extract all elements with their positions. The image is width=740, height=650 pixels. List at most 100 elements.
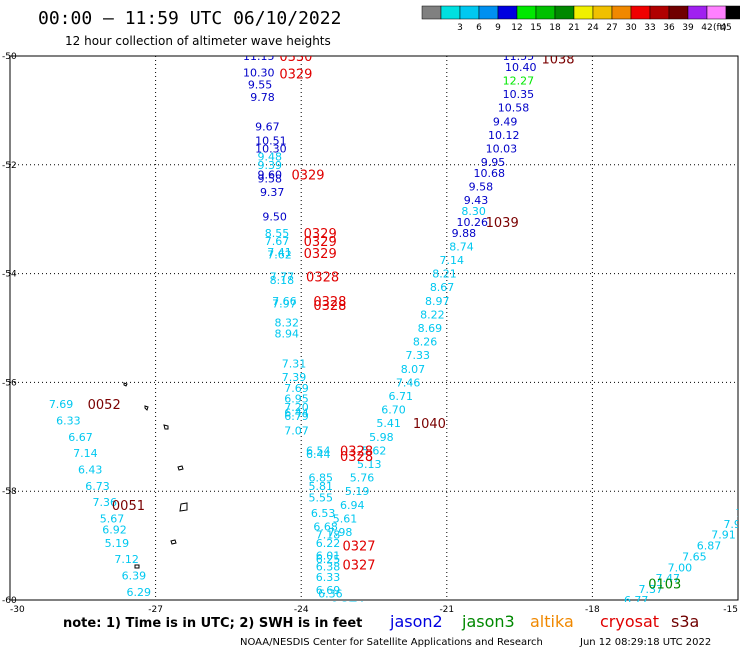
pass-time-labels: 0330032903290329032903290328032803280328… — [88, 53, 682, 593]
swh-value-label: 10.30 — [243, 66, 275, 79]
swh-value-label: 9.48 — [258, 151, 283, 164]
island-outline — [123, 382, 128, 387]
swh-value-label: 6.68 — [313, 521, 338, 534]
legend-bin-label: 6 — [476, 23, 482, 33]
swh-value-label: 7.69 — [49, 398, 74, 411]
x-tick-label: -15 — [723, 605, 738, 615]
legend-bin-label: 9 — [495, 23, 501, 33]
swh-value-label: 5.55 — [308, 492, 333, 505]
swh-value-label: 6.63 — [330, 599, 355, 612]
x-tick-label: -27 — [148, 605, 163, 615]
swh-value-label: 8.32 — [275, 317, 300, 330]
swh-value-label: 10.51 — [255, 134, 286, 147]
swh-value-label: 6.70 — [381, 404, 406, 417]
swh-value-label: 9.50 — [262, 210, 287, 223]
swh-value-label: 7.98 — [328, 526, 353, 539]
island-outline — [144, 405, 149, 411]
pass-time-label: 0328 — [313, 299, 346, 314]
swh-value-label: 8.69 — [418, 322, 443, 335]
swh-value-label: 8.21 — [432, 268, 457, 281]
pass-time-label: 0329 — [304, 227, 337, 242]
axis-tick-labels: -50 -52 -54 -56 -58 -60-30 -27 -24 -21 -18 -15 — [2, 52, 738, 615]
swh-value-label: 6.38 — [316, 560, 341, 573]
swh-value-label: 7.97 — [272, 298, 297, 311]
x-tick-label: -24 — [294, 605, 309, 615]
swh-value-label: 10.03 — [486, 142, 518, 155]
footer-note: note: 1) Time is in UTC; 2) SWH is in fe… — [63, 616, 362, 631]
swh-value-label: 7.69 — [284, 382, 309, 395]
swh-value-label: 5.62 — [362, 444, 387, 457]
pass-time-label: 0051 — [112, 499, 145, 514]
swh-value-label: 6.39 — [122, 570, 147, 583]
swh-value-label: 5.13 — [357, 458, 382, 471]
island-outline — [163, 424, 169, 430]
swh-value-label: 7.00 — [668, 561, 693, 574]
legend-swatch — [535, 5, 556, 20]
y-tick-label: -52 — [2, 161, 17, 171]
swh-value-label: 9.95 — [481, 156, 506, 169]
swh-value-label: 9.37 — [260, 186, 285, 199]
swh-value-label: 7.12 — [114, 553, 139, 566]
x-tick-label: -21 — [439, 605, 454, 615]
legend-bin-label: 24 — [587, 23, 599, 33]
pass-time-label: 0328 — [340, 444, 373, 459]
island-outline — [177, 465, 184, 471]
island-outline — [134, 564, 140, 569]
island-outline — [179, 502, 188, 512]
swh-value-label: 6.29 — [126, 586, 151, 599]
swh-value-label: 6.33 — [316, 571, 341, 584]
satellite-legend-cryosat: cryosat — [600, 612, 659, 631]
y-tick-label: -54 — [2, 270, 17, 280]
swh-value-label: 7.50 — [736, 507, 740, 520]
swh-value-label: 8.55 — [265, 227, 290, 240]
y-tick-label: -58 — [2, 487, 17, 497]
legend-swatch — [668, 5, 689, 20]
pass-time-label: 0329 — [304, 235, 337, 250]
swh-value-label: 6.54 — [306, 444, 331, 457]
y-tick-label: -50 — [2, 52, 17, 62]
satellite-legend: jason2 jason3 altika cryosat s3a — [389, 612, 699, 631]
swh-value-label: 9.60 — [258, 169, 283, 182]
chart-subtitle: 12 hour collection of altimeter wave hei… — [65, 34, 331, 48]
swh-value-label: 11.55 — [503, 50, 535, 63]
swh-value-label: 10.68 — [473, 167, 505, 180]
swh-value-label: 8.18 — [270, 274, 295, 287]
legend-swatch — [497, 5, 518, 20]
swh-value-label: 6.77 — [624, 594, 649, 607]
swh-value-label: 7.54 — [146, 635, 171, 648]
swh-value-label: 7.33 — [406, 349, 431, 362]
satellite-legend-jason3: jason3 — [461, 612, 515, 631]
swh-value-label: 7.20 — [284, 401, 309, 414]
pass-time-label: 0329 — [291, 169, 324, 184]
legend-bin-label: 12 — [511, 23, 522, 33]
swh-value-label: 6.25 — [316, 553, 341, 566]
swh-value-label: 9.49 — [493, 115, 518, 128]
swh-value-label: 7.18 — [316, 529, 341, 542]
legend-swatch — [440, 5, 461, 20]
swh-value-label: 10.58 — [498, 102, 530, 115]
legend-swatch — [592, 5, 613, 20]
swh-value-label: 9.88 — [452, 227, 477, 240]
legend-bin-label: 39 — [682, 23, 694, 33]
color-legend: 36912151821242730333639424570(ft) — [421, 5, 740, 33]
legend-swatch — [611, 5, 632, 20]
legend-bin-label: 3 — [457, 23, 463, 33]
swh-value-label: 6.87 — [697, 540, 722, 553]
swh-value-label: 5.41 — [376, 417, 401, 430]
swh-value-label: 7.14 — [73, 447, 98, 460]
swh-value-label: 6.36 — [318, 587, 343, 600]
legend-swatch — [554, 5, 575, 20]
swh-value-label: 9.58 — [258, 172, 283, 185]
swh-value-label: 6.92 — [102, 523, 127, 536]
legend-swatch — [573, 5, 594, 20]
pass-time-label: 1038 — [541, 53, 574, 68]
swh-value-label: 6.95 — [284, 393, 309, 406]
legend-bin-label: 27 — [606, 23, 617, 33]
legend-bin-label: 42 — [701, 23, 712, 33]
y-tick-label: -60 — [2, 596, 17, 606]
swh-value-label: 7.14 — [440, 254, 465, 267]
swh-value-label: 10.30 — [255, 142, 286, 155]
swh-value-label: 6.73 — [85, 480, 110, 493]
swh-value-label: 7.37 — [639, 583, 664, 596]
